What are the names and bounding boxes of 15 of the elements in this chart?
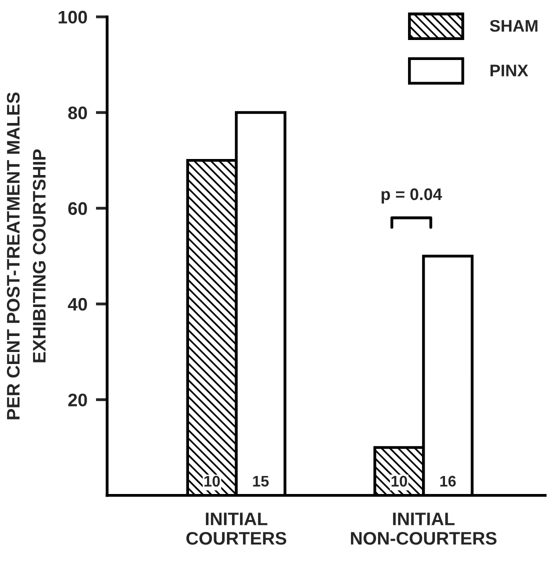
annotation: 16 — [440, 476, 456, 487]
y-axis-title: PER CENT POST-TREATMENT MALES EXHIBITING COURTSHIP — [6, 92, 46, 420]
x-tick-label: INITIAL COURTERS — [186, 512, 286, 545]
legend-label: SHAM — [490, 20, 538, 32]
annotation: p = 0.04 — [382, 188, 442, 204]
y-tick-label: 20 — [68, 394, 87, 406]
x-tick-label: INITIAL NON-COURTERS — [350, 512, 497, 545]
y-tick-label: 40 — [68, 298, 87, 311]
legend-label: PINX — [490, 64, 528, 76]
annotation: 10 — [204, 476, 220, 487]
y-tick-label: 80 — [68, 106, 87, 120]
annotation: 10 — [392, 476, 408, 487]
y-tick-label: 60 — [68, 202, 87, 215]
y-tick-label: 100 — [58, 10, 87, 24]
annotation: 15 — [253, 476, 269, 487]
